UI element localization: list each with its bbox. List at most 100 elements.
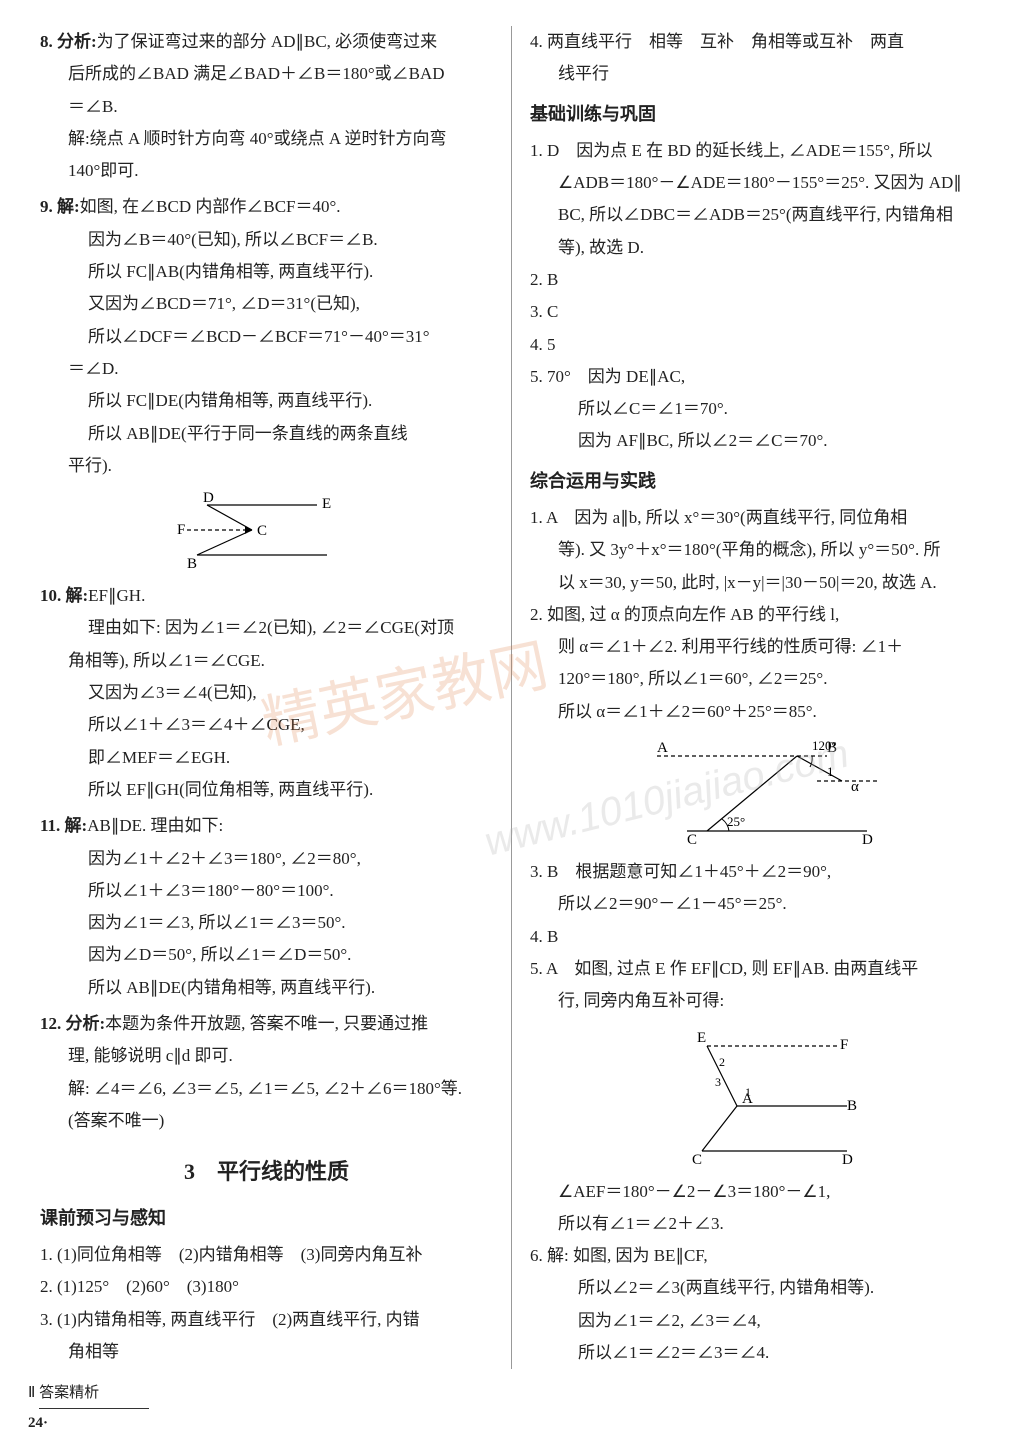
p9-l8: 所以 AB∥DE(平行于同一条直线的两条直线 (40, 418, 493, 450)
d3-B: B (847, 1098, 857, 1114)
d1-B: B (187, 556, 197, 570)
d1-D: D (203, 490, 214, 506)
p10-l6: 即∠MEF＝∠EGH. (40, 742, 493, 774)
page-content: 8. 分析:为了保证弯过来的部分 AD∥BC, 必须使弯过来 后所成的∠BAD … (0, 0, 1024, 1379)
problem-9: 9. 解:如图, 在∠BCD 内部作∠BCF＝40°. 因为∠B＝40°(已知)… (40, 191, 493, 482)
c3a: 3. B 根据题意可知∠1＋45°＋∠2＝90°, (530, 856, 984, 888)
p11-l2: 因为∠1＋∠2＋∠3＝180°, ∠2＝80°, (40, 843, 493, 875)
c1a: 1. A 因为 a∥b, 所以 x°＝30°(两直线平行, 同位角相 (530, 502, 984, 534)
p10-l1: EF∥GH. (88, 586, 145, 605)
d1-E: E (322, 496, 331, 512)
c1b: 等). 又 3y°＋x°＝180°(平角的概念), 所以 y°＝50°. 所 (530, 534, 984, 566)
subtitle-comprehensive: 综合运用与实践 (530, 464, 984, 498)
c5d: 所以有∠1＝∠2＋∠3. (530, 1208, 984, 1240)
subtitle-basic: 基础训练与巩固 (530, 97, 984, 131)
pre-1: 1. (1)同位角相等 (2)内错角相等 (3)同旁内角互补 (40, 1239, 493, 1271)
d2-120: 120° (812, 738, 837, 753)
d1-F: F (177, 522, 185, 538)
p10-l3: 角相等), 所以∠1＝∠CGE. (40, 645, 493, 677)
c5b: 行, 同旁内角互补可得: (530, 985, 984, 1017)
diagram-3-svg: E F A B C D 1 2 3 (647, 1026, 867, 1166)
p8-l3: ＝∠B. (40, 91, 493, 123)
b3: 3. C (530, 296, 984, 328)
pre-3b: 角相等 (40, 1336, 493, 1368)
d1-C: C (257, 523, 267, 539)
d3-C: C (692, 1152, 702, 1166)
c2d: 所以 α＝∠1＋∠2＝60°＋25°＝85°. (530, 696, 984, 728)
p9-l7: 所以 FC∥DE(内错角相等, 两直线平行). (40, 385, 493, 417)
p8-l2: 后所成的∠BAD 满足∠BAD＋∠B＝180°或∠BAD (40, 58, 493, 90)
d3-F: F (840, 1037, 848, 1053)
d3-1: 1 (745, 1085, 751, 1099)
problem-8: 8. 分析:为了保证弯过来的部分 AD∥BC, 必须使弯过来 后所成的∠BAD … (40, 26, 493, 187)
d2-A: A (657, 740, 668, 756)
label-11: 11. 解: (40, 816, 87, 835)
diagram-1: D E F C B (40, 490, 493, 570)
d3-D: D (842, 1152, 853, 1166)
p8-l4: 解:绕点 A 顺时针方向弯 40°或绕点 A 逆时针方向弯 (40, 123, 493, 155)
b2: 2. B (530, 264, 984, 296)
b1d: 等), 故选 D. (530, 232, 984, 264)
p11-l5: 因为∠D＝50°, 所以∠1＝∠D＝50°. (40, 939, 493, 971)
p9-l6: ＝∠D. (40, 353, 493, 385)
label-10: 10. 解: (40, 586, 88, 605)
p11-l3: 所以∠1＋∠3＝180°－80°＝100°. (40, 875, 493, 907)
c5a: 5. A 如图, 过点 E 作 EF∥CD, 则 EF∥AB. 由两直线平 (530, 953, 984, 985)
p9-l3: 所以 FC∥AB(内错角相等, 两直线平行). (40, 256, 493, 288)
d3-E: E (697, 1030, 706, 1046)
pre-3a: 3. (1)内错角相等, 两直线平行 (2)两直线平行, 内错 (40, 1304, 493, 1336)
b5c: 因为 AF∥BC, 所以∠2＝∠C＝70°. (530, 425, 984, 457)
p9-l4: 又因为∠BCD＝71°, ∠D＝31°(已知), (40, 288, 493, 320)
section-3-title: 3 平行线的性质 (40, 1151, 493, 1193)
c6d: 所以∠1＝∠2＝∠3＝∠4. (530, 1337, 984, 1369)
c4: 4. B (530, 921, 984, 953)
c2a: 2. 如图, 过 α 的顶点向左作 AB 的平行线 l, (530, 599, 984, 631)
p9-l2: 因为∠B＝40°(已知), 所以∠BCF＝∠B. (40, 224, 493, 256)
diagram-2-svg: A B C D 120° 25° α 1 (627, 736, 887, 846)
p9-l1: 如图, 在∠BCD 内部作∠BCF＝40°. (80, 197, 341, 216)
page-footer: Ⅱ 答案精析 24· (28, 1379, 149, 1437)
b4: 4. 5 (530, 329, 984, 361)
c2c: 120°＝180°, 所以∠1＝60°, ∠2＝25°. (530, 663, 984, 695)
p11-l1: AB∥DE. 理由如下: (87, 816, 223, 835)
footer-pre: Ⅱ (28, 1385, 35, 1401)
problem-11: 11. 解:AB∥DE. 理由如下: 因为∠1＋∠2＋∠3＝180°, ∠2＝8… (40, 810, 493, 1004)
d2-25: 25° (727, 814, 745, 829)
b5a: 5. 70° 因为 DE∥AC, (530, 361, 984, 393)
footer-page: 24· (28, 1415, 48, 1431)
b5b: 所以∠C＝∠1＝70°. (530, 393, 984, 425)
p12-l1: 本题为条件开放题, 答案不唯一, 只要通过推 (105, 1014, 428, 1033)
footer-label: 答案精析 (39, 1379, 149, 1409)
c3b: 所以∠2＝90°－∠1－45°＝25°. (530, 888, 984, 920)
right-column: 4. 两直线平行 相等 互补 角相等或互补 两直 线平行 基础训练与巩固 1. … (512, 26, 996, 1369)
p10-l5: 所以∠1＋∠3＝∠4＋∠CGE, (40, 709, 493, 741)
left-column: 8. 分析:为了保证弯过来的部分 AD∥BC, 必须使弯过来 后所成的∠BAD … (28, 26, 512, 1369)
diagram-3: E F A B C D 1 2 3 (530, 1026, 984, 1166)
c6a: 6. 解: 如图, 因为 BE∥CF, (530, 1240, 984, 1272)
label-9: 9. 解: (40, 197, 80, 216)
label-8: 8. 分析: (40, 32, 97, 51)
c2b: 则 α＝∠1＋∠2. 利用平行线的性质可得: ∠1＋ (530, 631, 984, 663)
r-p4a: 4. 两直线平行 相等 互补 角相等或互补 两直 (530, 26, 984, 58)
p12-l2: 理, 能够说明 c∥d 即可. (40, 1040, 493, 1072)
p8-l1: 为了保证弯过来的部分 AD∥BC, 必须使弯过来 (97, 32, 437, 51)
d3-3: 3 (715, 1075, 721, 1089)
p8-l5: 140°即可. (40, 155, 493, 187)
c1c: 以 x＝30, y＝50, 此时, |x－y|＝|30－50|＝20, 故选 A… (530, 567, 984, 599)
pre-2: 2. (1)125° (2)60° (3)180° (40, 1271, 493, 1303)
b1c: BC, 所以∠DBC＝∠ADB＝25°(两直线平行, 内错角相 (530, 199, 984, 231)
p9-l9: 平行). (40, 450, 493, 482)
c6b: 所以∠2＝∠3(两直线平行, 内错角相等). (530, 1272, 984, 1304)
subtitle-preview: 课前预习与感知 (40, 1201, 493, 1235)
c6c: 因为∠1＝∠2, ∠3＝∠4, (530, 1305, 984, 1337)
d2-1: 1 (827, 764, 834, 779)
p10-l4: 又因为∠3＝∠4(已知), (40, 677, 493, 709)
problem-12: 12. 分析:本题为条件开放题, 答案不唯一, 只要通过推 理, 能够说明 c∥… (40, 1008, 493, 1137)
label-12: 12. 分析: (40, 1014, 105, 1033)
p10-l2: 理由如下: 因为∠1＝∠2(已知), ∠2＝∠CGE(对顶 (40, 612, 493, 644)
p12-l4: (答案不唯一) (40, 1105, 493, 1137)
p10-l7: 所以 EF∥GH(同位角相等, 两直线平行). (40, 774, 493, 806)
d2-C: C (687, 832, 697, 846)
d2-D: D (862, 832, 873, 846)
d2-alpha: α (851, 779, 859, 795)
